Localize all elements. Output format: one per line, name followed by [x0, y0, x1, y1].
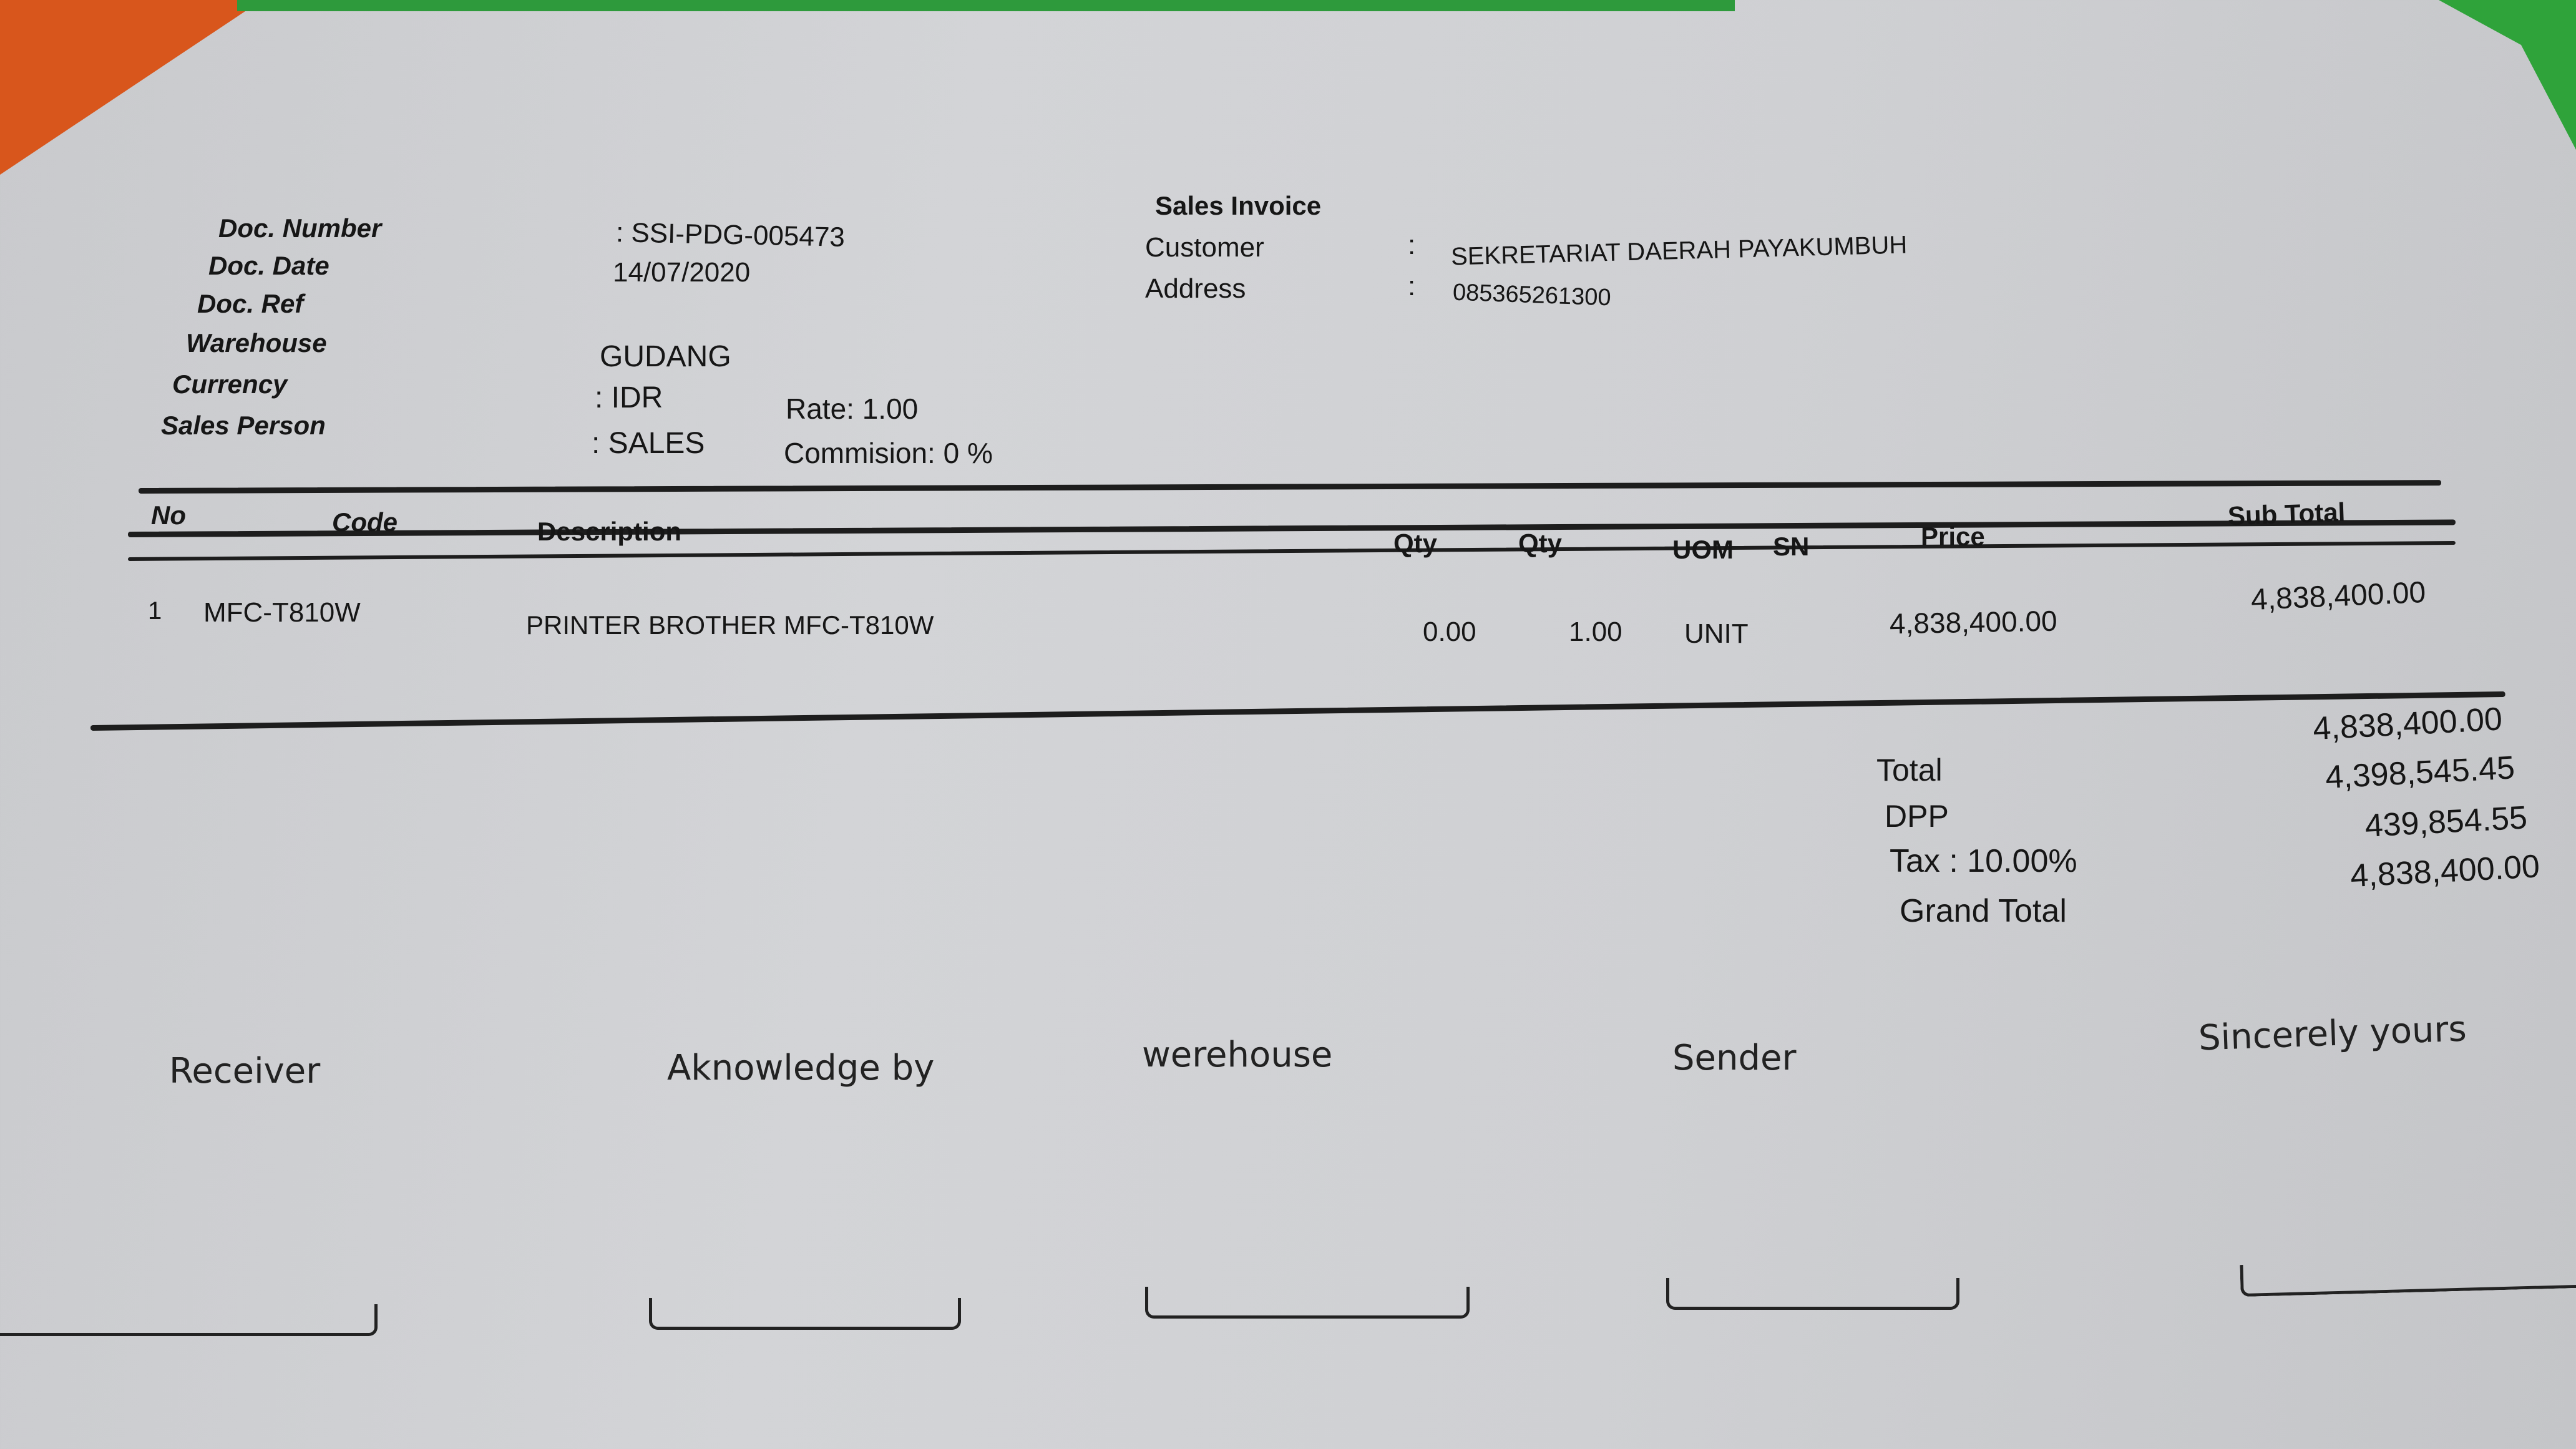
address-label: Address — [1145, 273, 1246, 304]
doc-number-label: Doc. Number — [218, 213, 382, 243]
signature-line-receiver — [0, 1304, 378, 1336]
warehouse-value: GUDANG — [600, 340, 731, 373]
dpp-label: DPP — [1885, 799, 1949, 834]
column-header-qty-2: Qty — [1518, 529, 1563, 558]
signature-acknowledge-label: Aknowledge by — [667, 1048, 935, 1088]
table-bottom-rule — [90, 691, 2505, 731]
signature-line-warehouse — [1145, 1287, 1470, 1319]
column-header-price: Price — [1921, 522, 1985, 551]
column-header-no: No — [151, 500, 186, 530]
column-header-qty-1: Qty — [1393, 529, 1438, 558]
customer-label: Customer — [1145, 232, 1264, 263]
signature-sincerely-label: Sincerely yours — [2197, 1008, 2467, 1059]
column-header-sn: SN — [1773, 532, 1810, 561]
column-header-description: Description — [537, 517, 682, 546]
row-no: 1 — [148, 597, 162, 625]
currency-value: : IDR — [595, 381, 663, 414]
signature-receiver-label: Receiver — [169, 1051, 321, 1091]
signature-warehouse-label: werehouse — [1142, 1035, 1333, 1075]
row-qty-1: 0.00 — [1423, 617, 1476, 647]
address-colon: : — [1408, 271, 1416, 301]
grand-total-label: Grand Total — [1900, 893, 2067, 929]
table-header-bottom-rule — [127, 540, 2456, 561]
rate-value: Rate: 1.00 — [786, 393, 919, 425]
grand-total-value: 4,838,400.00 — [2349, 848, 2541, 895]
signature-line-sender — [1666, 1278, 1959, 1310]
sales-person-label: Sales Person — [161, 411, 326, 440]
column-header-sub-total: Sub Total — [2227, 497, 2346, 531]
row-sub-total: 4,838,400.00 — [2250, 575, 2427, 617]
tax-label: Tax : 10.00% — [1890, 843, 2077, 879]
sales-person-value: : SALES — [592, 427, 705, 460]
currency-label: Currency — [172, 369, 288, 399]
background-orange-corner — [0, 0, 262, 175]
dpp-value: 4,398,545.45 — [2325, 749, 2516, 796]
table-top-rule — [138, 480, 2441, 494]
total-label: Total — [1876, 753, 1943, 788]
doc-date-value: 14/07/2020 — [613, 257, 751, 288]
row-description: PRINTER BROTHER MFC-T810W — [526, 610, 934, 640]
doc-number-value: : SSI-PDG-005473 — [615, 217, 846, 253]
row-price: 4,838,400.00 — [1889, 604, 2058, 640]
row-qty-2: 1.00 — [1569, 617, 1622, 647]
signature-line-sincerely — [2240, 1256, 2576, 1297]
background-green-band — [237, 0, 1735, 11]
address-value: 085365261300 — [1452, 279, 1612, 311]
column-header-uom: UOM — [1672, 535, 1734, 564]
row-code: MFC-T810W — [203, 597, 361, 628]
tax-value: 439,854.55 — [2364, 799, 2529, 844]
table-header-top-rule — [127, 519, 2456, 537]
column-header-code: Code — [332, 507, 398, 537]
total-value: 4,838,400.00 — [2312, 701, 2504, 748]
doc-date-label: Doc. Date — [208, 251, 329, 280]
doc-ref-label: Doc. Ref — [197, 289, 304, 318]
signature-sender-label: Sender — [1672, 1038, 1797, 1078]
document-title: Sales Invoice — [1155, 191, 1322, 220]
row-uom: UNIT — [1684, 618, 1749, 649]
customer-colon: : — [1408, 230, 1416, 260]
signature-line-acknowledge — [649, 1298, 961, 1330]
background-green-corner — [2439, 0, 2576, 150]
commission-value: Commision: 0 % — [784, 437, 993, 469]
customer-value: SEKRETARIAT DAERAH PAYAKUMBUH — [1450, 231, 1908, 271]
warehouse-label: Warehouse — [186, 328, 327, 358]
